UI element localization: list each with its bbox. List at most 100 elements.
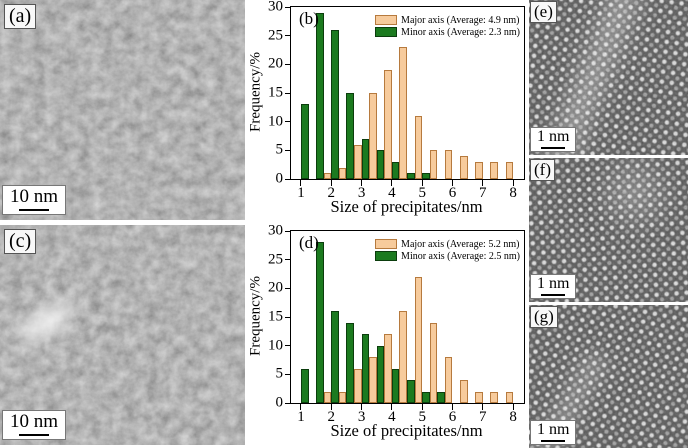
x-tick-label: 2: [327, 409, 336, 425]
bar-major-axis: [399, 311, 408, 403]
bar-major-axis: [399, 47, 408, 179]
y-tick-label: 20: [268, 279, 283, 296]
x-axis-title-d: Size of precipitates/nm: [330, 421, 483, 440]
bar-major-axis: [338, 391, 347, 403]
scale-bar-g-text: 1 nm: [537, 421, 570, 439]
x-tick-mark: [330, 179, 332, 186]
panel-label-a: (a): [4, 4, 37, 29]
x-tick-mark: [300, 179, 302, 186]
bar-major-axis: [414, 115, 423, 179]
y-tick-mark: [285, 63, 291, 65]
scale-bar-g-line: [541, 440, 566, 442]
x-tick-mark: [330, 403, 332, 410]
x-tick-label: 6: [448, 185, 457, 201]
y-tick-label: 10: [268, 113, 283, 130]
bar-major-axis: [490, 391, 498, 403]
bar-minor-axis: [376, 345, 385, 403]
bar-minor-axis: [331, 29, 339, 179]
bar-minor-axis: [361, 138, 370, 179]
bar-major-axis: [384, 70, 392, 179]
legend-swatch: [375, 251, 398, 261]
x-tick-mark: [451, 403, 453, 410]
scale-bar-a-text: 10 nm: [10, 186, 59, 208]
x-tick-label: 4: [388, 185, 396, 201]
bar-minor-axis: [422, 391, 430, 403]
bar-major-axis: [429, 150, 438, 179]
x-tick-mark: [512, 179, 514, 186]
bar-minor-axis: [391, 368, 400, 403]
panel-label-d: (d): [299, 233, 319, 252]
legend-b: Major axis (Average: 4.9 nm) Minor axis (…: [375, 14, 520, 38]
scale-bar-a: 10 nm: [2, 185, 67, 215]
y-tick-label: 25: [268, 251, 283, 268]
x-tick-mark: [482, 403, 484, 410]
y-tick-label: 30: [268, 0, 283, 15]
y-tick-label: 5: [275, 365, 284, 382]
x-tick-mark: [451, 179, 453, 186]
legend-item: Minor axis (Average: 2.5 nm): [375, 250, 520, 262]
histogram-chart-b: Frequency/% (b) Major axis (Average: 4.9…: [245, 0, 528, 224]
plot-area-d: (d) Major axis (Average: 5.2 nm) Minor ax…: [268, 223, 525, 425]
hrtem-micrograph-f: (f) 1 nm: [529, 158, 688, 302]
x-tick-label: 8: [509, 409, 517, 425]
x-tick-mark: [361, 403, 363, 410]
x-tick-label: 1: [297, 409, 305, 425]
y-tick-mark: [285, 316, 291, 318]
x-tick-mark: [300, 403, 302, 410]
bar-major-axis: [475, 391, 483, 403]
bar-minor-axis: [376, 150, 385, 179]
bar-minor-axis: [407, 380, 415, 403]
y-tick-label: 20: [268, 55, 283, 72]
bar-major-axis: [444, 357, 453, 403]
y-tick-mark: [285, 259, 291, 261]
y-tick-label: 0: [275, 394, 284, 411]
bar-major-axis: [384, 334, 392, 403]
bar-major-axis: [338, 167, 347, 179]
bar-major-axis: [505, 161, 514, 179]
legend-item: Minor axis (Average: 2.3 nm): [375, 26, 520, 38]
x-tick-label: 8: [509, 185, 517, 201]
x-tick-mark: [421, 179, 423, 186]
scale-bar-f-line: [541, 294, 566, 296]
legend-label: Minor axis (Average: 2.3 nm): [401, 26, 520, 38]
x-axis-title-b: Size of precipitates/nm: [330, 197, 483, 216]
x-tick-label: 5: [418, 185, 426, 201]
y-axis-title-b: Frequency/%: [247, 52, 264, 132]
y-tick-label: 30: [268, 222, 283, 239]
scale-bar-c-text: 10 nm: [10, 411, 59, 433]
scale-bar-g: 1 nm: [530, 420, 577, 445]
x-tick-mark: [482, 179, 484, 186]
tem-micrograph-a: (a) 10 nm: [0, 0, 245, 220]
x-tick-label: 2: [327, 185, 336, 201]
y-tick-mark: [285, 35, 291, 37]
hrtem-micrograph-g: (g) 1 nm: [529, 305, 688, 448]
bar-major-axis: [429, 322, 438, 403]
tem-noise-texture: [0, 0, 245, 220]
x-tick-mark: [391, 403, 393, 410]
legend-swatch: [375, 15, 398, 25]
plot-area-b: (b) Major axis (Average: 4.9 nm) Minor ax…: [268, 0, 525, 201]
bar-major-axis: [323, 173, 332, 179]
bar-minor-axis: [316, 242, 324, 403]
legend-item: Major axis (Average: 5.2 nm): [375, 238, 520, 250]
scale-bar-f-text: 1 nm: [537, 275, 570, 293]
bar-minor-axis: [316, 12, 324, 179]
bar-major-axis: [354, 368, 362, 403]
y-tick-mark: [285, 6, 291, 8]
bar-minor-axis: [437, 391, 445, 403]
bar-minor-axis: [331, 311, 339, 403]
panel-label-g: (g): [530, 306, 558, 328]
scale-bar-c: 10 nm: [2, 410, 67, 440]
tem-micrograph-c: (c) 10 nm: [0, 225, 245, 445]
bar-major-axis: [444, 150, 453, 179]
x-tick-label: 7: [479, 185, 487, 201]
bar-minor-axis: [407, 173, 415, 179]
y-tick-mark: [285, 178, 291, 180]
x-tick-mark: [421, 403, 423, 410]
x-tick-label: 3: [357, 185, 366, 201]
bar-major-axis: [475, 161, 483, 179]
y-tick-label: 0: [275, 170, 284, 187]
x-tick-label: 7: [479, 409, 487, 425]
bar-major-axis: [369, 93, 377, 179]
